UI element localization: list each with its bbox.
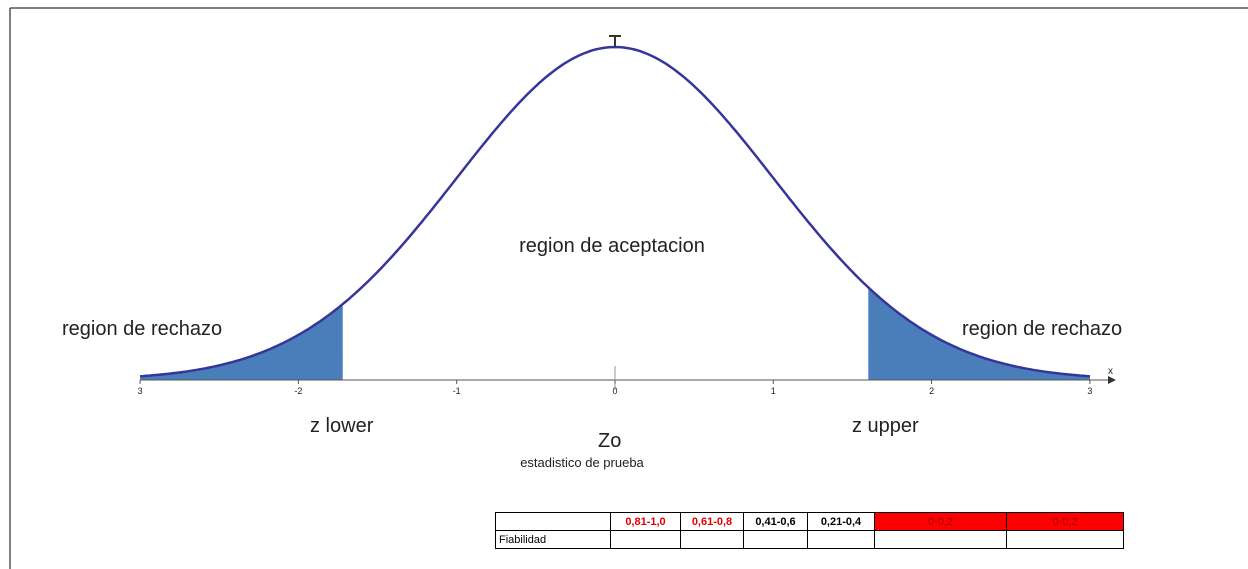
axis-arrow xyxy=(1108,376,1116,384)
cell xyxy=(680,530,744,549)
statistic-caption: estadistico de prueba xyxy=(520,455,644,470)
cell: 0,81-1,0 xyxy=(610,512,681,531)
cell xyxy=(874,530,1007,549)
tick-label: -2 xyxy=(294,386,302,396)
cell xyxy=(807,530,875,549)
tick-label: -1 xyxy=(453,386,461,396)
reliability-table: 0,81-1,0 0,61-0,8 0,41-0,6 0,21-0,4 0-0,… xyxy=(495,512,1124,549)
reject-label-left: region de rechazo xyxy=(62,318,222,340)
reject-area-right xyxy=(868,287,1090,380)
reject-area-left xyxy=(140,304,343,380)
cell xyxy=(495,512,611,531)
z-upper-label: z upper xyxy=(852,415,919,437)
normal-curve xyxy=(140,45,1090,378)
tick-label: 0 xyxy=(612,386,617,396)
cell xyxy=(1006,530,1124,549)
statistic-symbol: Zo xyxy=(598,430,621,452)
cell xyxy=(610,530,681,549)
accept-label: region de aceptacion xyxy=(519,235,705,257)
cell: 0-0,2 xyxy=(874,512,1007,531)
cell: 0,61-0,8 xyxy=(680,512,744,531)
tick-label: 3 xyxy=(1087,386,1092,396)
cell xyxy=(743,530,808,549)
tick-label: 1 xyxy=(771,386,776,396)
reject-label-right: region de rechazo xyxy=(962,318,1122,340)
cell: 0-0,2 xyxy=(1006,512,1124,531)
tick-label: 3 xyxy=(138,386,143,396)
z-lower-label: z lower xyxy=(310,415,374,437)
tick-label: 2 xyxy=(929,386,934,396)
cell: 0,41-0,6 xyxy=(743,512,808,531)
axis-label: x xyxy=(1108,366,1113,377)
row-label: Fiabilidad xyxy=(495,530,611,549)
cell: 0,21-0,4 xyxy=(807,512,875,531)
